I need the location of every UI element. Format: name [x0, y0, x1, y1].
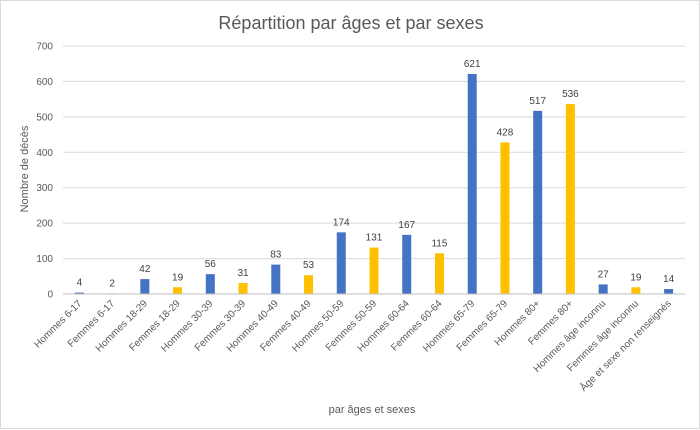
bar — [238, 283, 248, 294]
bar — [271, 264, 281, 294]
y-tick-label: 100 — [36, 254, 53, 265]
bars — [74, 73, 674, 294]
y-tick-label: 300 — [36, 183, 53, 194]
data-label: 31 — [237, 268, 249, 279]
data-label: 27 — [598, 269, 610, 280]
bar — [336, 232, 346, 294]
bar — [205, 274, 215, 294]
data-label: 536 — [562, 89, 579, 100]
data-label: 14 — [663, 274, 675, 285]
data-label: 19 — [630, 272, 642, 283]
bar — [140, 279, 150, 294]
data-label: 167 — [398, 220, 415, 231]
y-tick-label: 400 — [36, 148, 53, 159]
bar — [533, 110, 543, 294]
y-axis-title: Nombre de décès — [19, 125, 31, 212]
data-label: 83 — [270, 250, 282, 261]
chart-title: Répartition par âges et par sexes — [218, 13, 483, 33]
y-tick-label: 200 — [36, 219, 53, 230]
bar — [467, 73, 477, 294]
bar — [631, 287, 641, 294]
data-label: 621 — [464, 59, 481, 70]
bar — [369, 247, 379, 294]
data-label: 56 — [205, 259, 217, 270]
y-axis-ticks: 0 100 200 300 400 500 600 700 — [36, 42, 53, 301]
gridlines — [63, 45, 685, 260]
data-label: 517 — [529, 96, 546, 107]
bar — [173, 287, 183, 294]
bar — [565, 104, 575, 294]
bar — [664, 289, 674, 294]
data-label: 428 — [497, 127, 514, 138]
y-tick-label: 500 — [36, 112, 53, 123]
x-axis-title: par âges et sexes — [329, 404, 416, 416]
data-label: 42 — [139, 264, 151, 275]
data-labels: 4 242195631835317413116711562142851753627… — [77, 59, 675, 289]
bar — [434, 253, 444, 294]
data-label: 19 — [172, 272, 184, 283]
y-tick-label: 700 — [36, 42, 53, 53]
data-label: 115 — [431, 238, 447, 249]
data-label: 131 — [366, 233, 383, 244]
data-label: 4 — [77, 278, 83, 289]
y-tick-label: 600 — [36, 77, 53, 88]
bar — [500, 142, 510, 294]
data-label: 2 — [109, 278, 115, 289]
bar — [402, 234, 412, 294]
bar — [598, 284, 608, 294]
bar — [304, 275, 314, 294]
data-label: 53 — [303, 260, 315, 271]
data-label: 174 — [333, 217, 350, 228]
bar — [74, 292, 84, 294]
y-tick-label: 0 — [47, 290, 53, 301]
